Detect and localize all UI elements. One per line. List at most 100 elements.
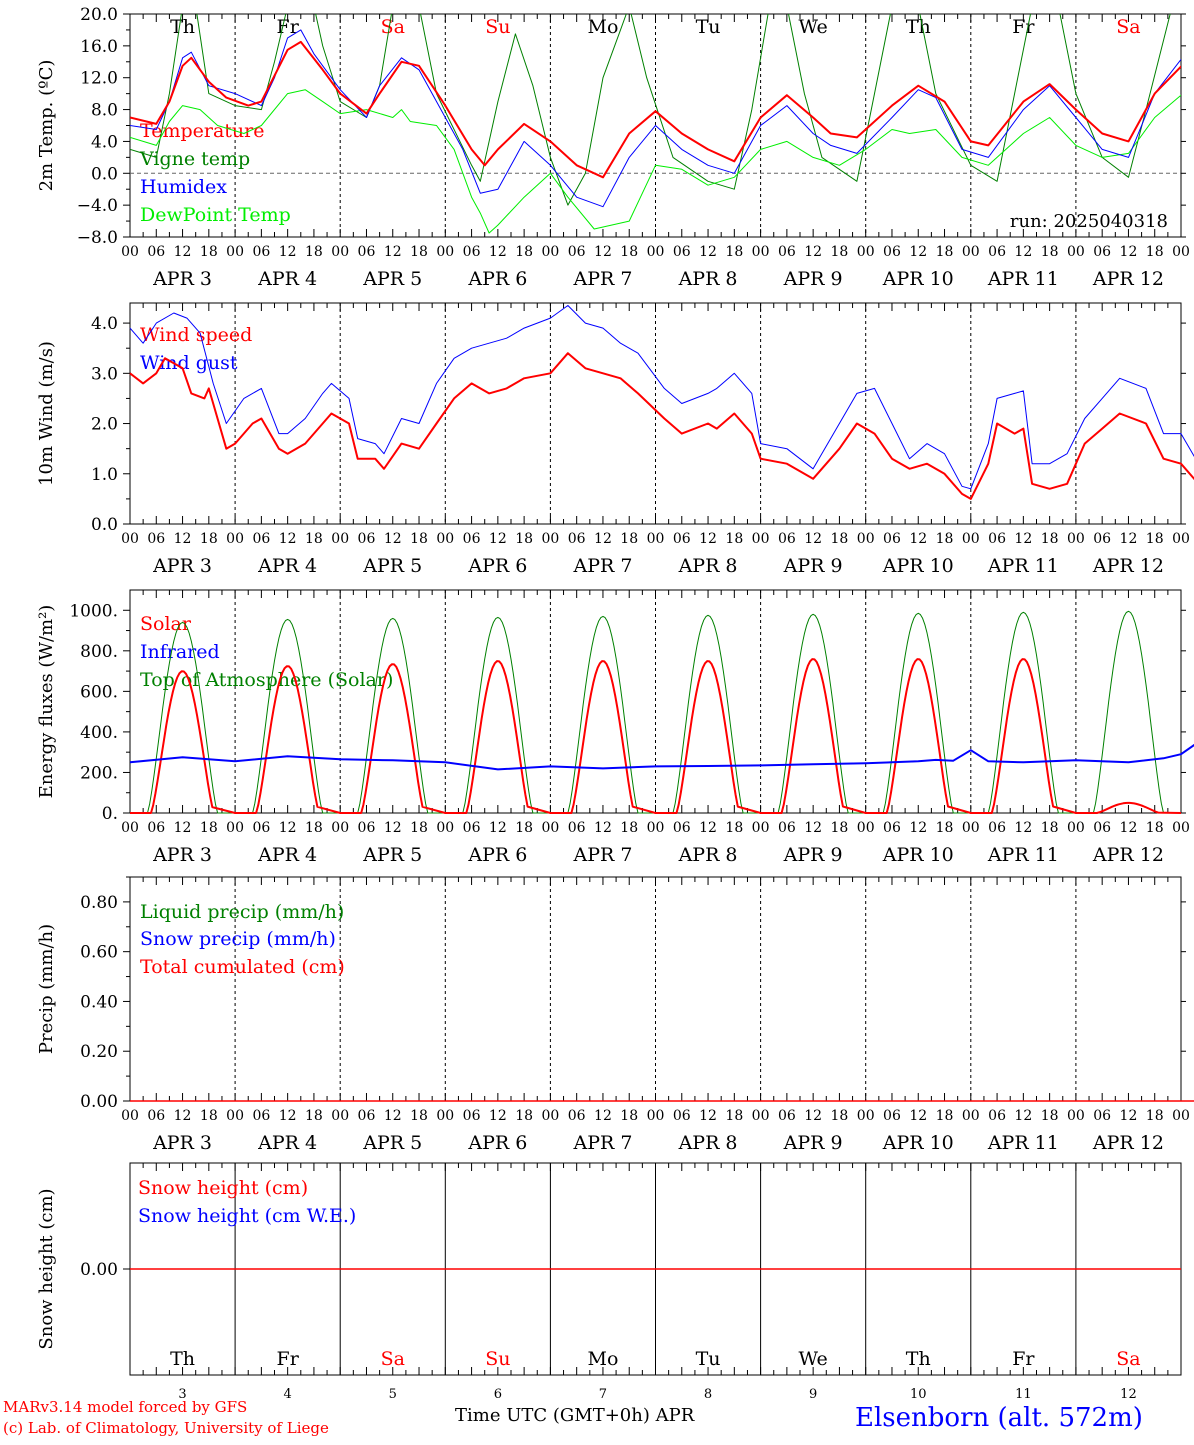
date-label: APR 10 [882,268,954,290]
hour-tick-label: 18 [1041,820,1059,836]
hour-tick-label: 00 [1172,820,1190,836]
y-tick-label: 0.00 [80,1092,118,1112]
hour-tick-label: 12 [804,1108,822,1124]
hour-tick-label: 06 [358,244,376,260]
hour-tick-label: 00 [226,531,244,547]
hour-tick-label: 18 [831,531,849,547]
hour-tick-label: 06 [568,1108,586,1124]
hour-tick-label: 12 [1120,1108,1138,1124]
hour-tick-label: 12 [1120,244,1138,260]
y-tick-label: 16.0 [80,37,118,57]
hour-tick-label: 18 [1041,244,1059,260]
date-label: APR 11 [987,268,1059,290]
hour-tick-label: 00 [647,820,665,836]
hour-tick-label: 12 [909,1108,927,1124]
y-tick-label: 0.0 [91,515,118,535]
hour-tick-label: 00 [1067,820,1085,836]
hour-tick-label: 06 [883,531,901,547]
date-label: APR 9 [783,844,843,866]
hour-tick-label: 00 [121,820,139,836]
hour-tick-label: 00 [436,244,454,260]
legend-entry: Wind speed [140,324,252,346]
date-label: APR 4 [257,555,317,577]
series-wind-speed [129,352,1194,500]
hour-tick-label: 06 [252,531,270,547]
hour-tick-label: 12 [699,820,717,836]
day-number: 9 [809,1387,817,1402]
y-tick-label: 0.40 [80,992,118,1012]
date-label: APR 12 [1092,268,1164,290]
hour-tick-label: 06 [673,1108,691,1124]
hour-tick-label: 12 [909,531,927,547]
series-infrared [129,743,1194,771]
hour-tick-label: 06 [988,1108,1006,1124]
legend-entry: Wind gust [140,352,238,374]
series-dewpoint-temp [130,89,1181,234]
legend-entry: Snow height (cm) [138,1177,308,1199]
day-name: Th [906,1348,931,1370]
y-tick-label: 12.0 [80,69,118,89]
series-temperature [130,40,1181,179]
day-name: Su [485,1348,510,1370]
hour-tick-label: 00 [857,531,875,547]
date-label: APR 7 [572,844,632,866]
date-label: APR 5 [362,844,422,866]
hour-tick-label: 00 [752,820,770,836]
hour-tick-label: 12 [174,531,192,547]
hour-tick-label: 18 [1146,820,1164,836]
hour-tick-label: 06 [568,531,586,547]
hour-tick-label: 18 [725,820,743,836]
hour-tick-label: 00 [962,244,980,260]
hour-tick-label: 00 [331,820,349,836]
date-label: APR 5 [362,555,422,577]
legend-entry: Liquid precip (mm/h) [140,901,344,923]
hour-tick-label: 18 [1146,531,1164,547]
day-name: Fr [1012,1348,1035,1370]
hour-tick-label: 06 [463,1108,481,1124]
hour-tick-label: 00 [1172,1108,1190,1124]
day-number: 3 [178,1387,186,1402]
hour-tick-label: 00 [226,820,244,836]
date-label: APR 6 [467,555,527,577]
hour-tick-label: 18 [620,531,638,547]
y-tick-label: 3.0 [91,364,118,384]
hour-tick-label: 18 [1146,244,1164,260]
legend-entry: Snow height (cm W.E.) [138,1205,356,1227]
hour-tick-label: 12 [279,244,297,260]
date-label: APR 4 [257,1132,317,1154]
hour-tick-label: 18 [200,244,218,260]
hour-tick-label: 12 [909,244,927,260]
panel-3 [129,589,1182,814]
hour-tick-label: 12 [699,531,717,547]
date-label: APR 10 [882,1132,954,1154]
hour-tick-label: 12 [1120,531,1138,547]
day-number: 6 [494,1387,502,1402]
date-label: APR 9 [783,1132,843,1154]
legend-entry: Snow precip (mm/h) [140,928,336,950]
hour-tick-label: 18 [515,820,533,836]
date-label: APR 8 [678,268,738,290]
hour-tick-label: 12 [1120,820,1138,836]
hour-tick-label: 06 [252,820,270,836]
date-label: APR 6 [467,1132,527,1154]
day-name: Fr [277,16,300,38]
y-tick-label: 1.0 [91,465,118,485]
hour-tick-label: 00 [331,531,349,547]
date-label: APR 7 [572,555,632,577]
y-tick-label: 0. [102,804,118,824]
hour-tick-label: 18 [831,244,849,260]
hour-tick-label: 12 [384,1108,402,1124]
hour-tick-label: 06 [673,820,691,836]
day-number: 7 [599,1387,607,1402]
hour-tick-label: 00 [226,1108,244,1124]
hour-tick-label: 18 [410,820,428,836]
time-axis-label: Time UTC (GMT+0h) APR [455,1405,695,1426]
hour-tick-label: 12 [489,244,507,260]
hour-tick-label: 00 [331,1108,349,1124]
date-label: APR 6 [467,844,527,866]
hour-tick-label: 00 [121,244,139,260]
date-label: APR 3 [152,555,212,577]
y-tick-label: 800. [80,642,118,662]
